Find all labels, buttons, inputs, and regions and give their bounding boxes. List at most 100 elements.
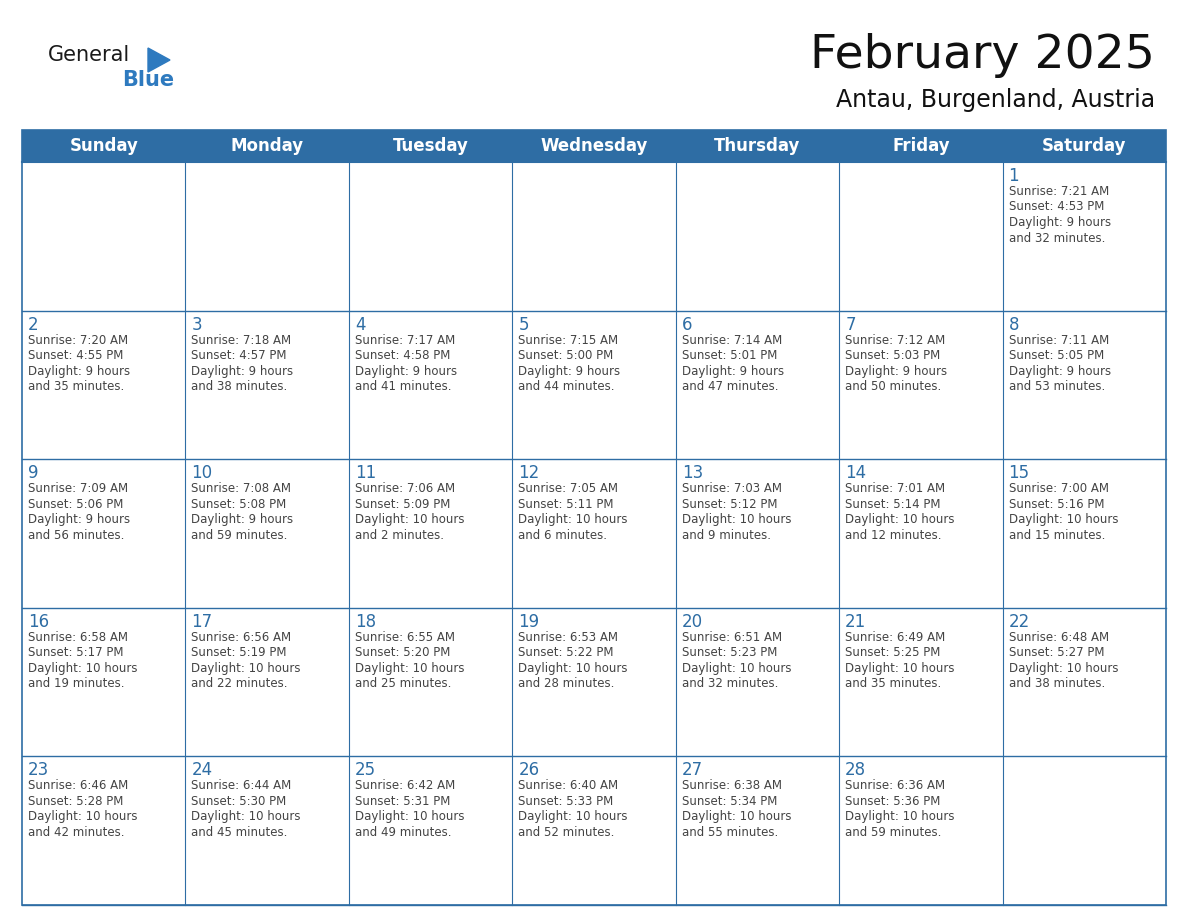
Text: and 52 minutes.: and 52 minutes. bbox=[518, 826, 614, 839]
Text: Daylight: 10 hours: Daylight: 10 hours bbox=[29, 662, 138, 675]
Text: 12: 12 bbox=[518, 465, 539, 482]
Text: Daylight: 10 hours: Daylight: 10 hours bbox=[845, 662, 955, 675]
Text: Monday: Monday bbox=[230, 137, 304, 155]
Text: Sunset: 4:57 PM: Sunset: 4:57 PM bbox=[191, 349, 287, 362]
Text: 10: 10 bbox=[191, 465, 213, 482]
Text: Sunset: 5:17 PM: Sunset: 5:17 PM bbox=[29, 646, 124, 659]
Text: 2: 2 bbox=[29, 316, 39, 333]
Text: and 9 minutes.: and 9 minutes. bbox=[682, 529, 771, 542]
Text: Daylight: 9 hours: Daylight: 9 hours bbox=[191, 364, 293, 377]
Text: Sunrise: 7:14 AM: Sunrise: 7:14 AM bbox=[682, 333, 782, 347]
Text: General: General bbox=[48, 45, 131, 65]
Text: and 44 minutes.: and 44 minutes. bbox=[518, 380, 614, 393]
Text: Sunrise: 6:42 AM: Sunrise: 6:42 AM bbox=[355, 779, 455, 792]
Bar bbox=[23, 459, 1165, 608]
Text: Sunrise: 7:06 AM: Sunrise: 7:06 AM bbox=[355, 482, 455, 495]
Text: and 35 minutes.: and 35 minutes. bbox=[29, 380, 125, 393]
Text: Sunrise: 6:55 AM: Sunrise: 6:55 AM bbox=[355, 631, 455, 644]
Text: 19: 19 bbox=[518, 613, 539, 631]
Text: Sunset: 5:05 PM: Sunset: 5:05 PM bbox=[1009, 349, 1104, 362]
Text: Daylight: 10 hours: Daylight: 10 hours bbox=[682, 513, 791, 526]
Text: Daylight: 10 hours: Daylight: 10 hours bbox=[682, 662, 791, 675]
Text: Sunrise: 7:00 AM: Sunrise: 7:00 AM bbox=[1009, 482, 1108, 495]
Text: Sunrise: 6:58 AM: Sunrise: 6:58 AM bbox=[29, 631, 128, 644]
Text: Sunset: 5:23 PM: Sunset: 5:23 PM bbox=[682, 646, 777, 659]
Text: and 15 minutes.: and 15 minutes. bbox=[1009, 529, 1105, 542]
Bar bbox=[23, 310, 1165, 459]
Text: Sunset: 5:14 PM: Sunset: 5:14 PM bbox=[845, 498, 941, 510]
Text: Daylight: 9 hours: Daylight: 9 hours bbox=[682, 364, 784, 377]
Bar bbox=[23, 162, 1165, 310]
Text: and 47 minutes.: and 47 minutes. bbox=[682, 380, 778, 393]
Text: 17: 17 bbox=[191, 613, 213, 631]
Bar bbox=[23, 130, 1165, 905]
Text: Sunrise: 6:44 AM: Sunrise: 6:44 AM bbox=[191, 779, 292, 792]
Text: Sunset: 5:28 PM: Sunset: 5:28 PM bbox=[29, 795, 124, 808]
Text: Daylight: 10 hours: Daylight: 10 hours bbox=[518, 811, 627, 823]
Text: and 55 minutes.: and 55 minutes. bbox=[682, 826, 778, 839]
Text: and 59 minutes.: and 59 minutes. bbox=[845, 826, 942, 839]
Text: 20: 20 bbox=[682, 613, 703, 631]
Text: and 19 minutes.: and 19 minutes. bbox=[29, 677, 125, 690]
Text: Tuesday: Tuesday bbox=[392, 137, 468, 155]
Text: Sunrise: 6:48 AM: Sunrise: 6:48 AM bbox=[1009, 631, 1108, 644]
Text: 6: 6 bbox=[682, 316, 693, 333]
Text: Sunset: 5:08 PM: Sunset: 5:08 PM bbox=[191, 498, 286, 510]
Text: 26: 26 bbox=[518, 761, 539, 779]
Text: Sunset: 5:16 PM: Sunset: 5:16 PM bbox=[1009, 498, 1104, 510]
Text: Daylight: 9 hours: Daylight: 9 hours bbox=[1009, 216, 1111, 229]
Text: 4: 4 bbox=[355, 316, 366, 333]
Text: 18: 18 bbox=[355, 613, 375, 631]
Text: and 28 minutes.: and 28 minutes. bbox=[518, 677, 614, 690]
Text: 5: 5 bbox=[518, 316, 529, 333]
Text: Sunrise: 6:51 AM: Sunrise: 6:51 AM bbox=[682, 631, 782, 644]
Text: Sunset: 5:27 PM: Sunset: 5:27 PM bbox=[1009, 646, 1104, 659]
Text: Blue: Blue bbox=[122, 70, 175, 90]
Text: and 6 minutes.: and 6 minutes. bbox=[518, 529, 607, 542]
Text: Sunset: 5:33 PM: Sunset: 5:33 PM bbox=[518, 795, 613, 808]
Text: and 32 minutes.: and 32 minutes. bbox=[1009, 231, 1105, 244]
Text: Daylight: 10 hours: Daylight: 10 hours bbox=[682, 811, 791, 823]
Text: 8: 8 bbox=[1009, 316, 1019, 333]
Text: Daylight: 10 hours: Daylight: 10 hours bbox=[355, 811, 465, 823]
Text: and 22 minutes.: and 22 minutes. bbox=[191, 677, 287, 690]
Text: Sunrise: 7:18 AM: Sunrise: 7:18 AM bbox=[191, 333, 291, 347]
Text: Daylight: 10 hours: Daylight: 10 hours bbox=[845, 513, 955, 526]
Text: Sunrise: 6:49 AM: Sunrise: 6:49 AM bbox=[845, 631, 946, 644]
Text: and 25 minutes.: and 25 minutes. bbox=[355, 677, 451, 690]
Text: February 2025: February 2025 bbox=[810, 32, 1155, 77]
Text: Sunrise: 7:09 AM: Sunrise: 7:09 AM bbox=[29, 482, 128, 495]
Text: 22: 22 bbox=[1009, 613, 1030, 631]
Text: and 12 minutes.: and 12 minutes. bbox=[845, 529, 942, 542]
Text: Daylight: 10 hours: Daylight: 10 hours bbox=[355, 513, 465, 526]
Text: Sunrise: 6:46 AM: Sunrise: 6:46 AM bbox=[29, 779, 128, 792]
Polygon shape bbox=[148, 48, 170, 72]
Text: Sunset: 5:19 PM: Sunset: 5:19 PM bbox=[191, 646, 287, 659]
Text: Friday: Friday bbox=[892, 137, 949, 155]
Text: Daylight: 9 hours: Daylight: 9 hours bbox=[29, 364, 131, 377]
Bar bbox=[23, 756, 1165, 905]
Text: Daylight: 9 hours: Daylight: 9 hours bbox=[518, 364, 620, 377]
Text: Sunset: 5:00 PM: Sunset: 5:00 PM bbox=[518, 349, 613, 362]
Text: and 38 minutes.: and 38 minutes. bbox=[1009, 677, 1105, 690]
Text: Sunset: 5:30 PM: Sunset: 5:30 PM bbox=[191, 795, 286, 808]
Text: and 50 minutes.: and 50 minutes. bbox=[845, 380, 941, 393]
Text: Sunrise: 6:40 AM: Sunrise: 6:40 AM bbox=[518, 779, 619, 792]
Text: Sunset: 4:53 PM: Sunset: 4:53 PM bbox=[1009, 200, 1104, 214]
Text: Sunrise: 7:11 AM: Sunrise: 7:11 AM bbox=[1009, 333, 1108, 347]
Text: Daylight: 10 hours: Daylight: 10 hours bbox=[191, 811, 301, 823]
Text: Thursday: Thursday bbox=[714, 137, 801, 155]
Text: 15: 15 bbox=[1009, 465, 1030, 482]
Text: Sunset: 5:25 PM: Sunset: 5:25 PM bbox=[845, 646, 941, 659]
Text: Sunrise: 7:21 AM: Sunrise: 7:21 AM bbox=[1009, 185, 1108, 198]
Text: 23: 23 bbox=[29, 761, 49, 779]
Text: 25: 25 bbox=[355, 761, 375, 779]
Text: Daylight: 10 hours: Daylight: 10 hours bbox=[518, 513, 627, 526]
Text: 7: 7 bbox=[845, 316, 855, 333]
Text: Sunrise: 7:08 AM: Sunrise: 7:08 AM bbox=[191, 482, 291, 495]
Text: Sunrise: 7:03 AM: Sunrise: 7:03 AM bbox=[682, 482, 782, 495]
Text: 11: 11 bbox=[355, 465, 377, 482]
Text: Daylight: 9 hours: Daylight: 9 hours bbox=[845, 364, 947, 377]
Text: and 32 minutes.: and 32 minutes. bbox=[682, 677, 778, 690]
Text: and 56 minutes.: and 56 minutes. bbox=[29, 529, 125, 542]
